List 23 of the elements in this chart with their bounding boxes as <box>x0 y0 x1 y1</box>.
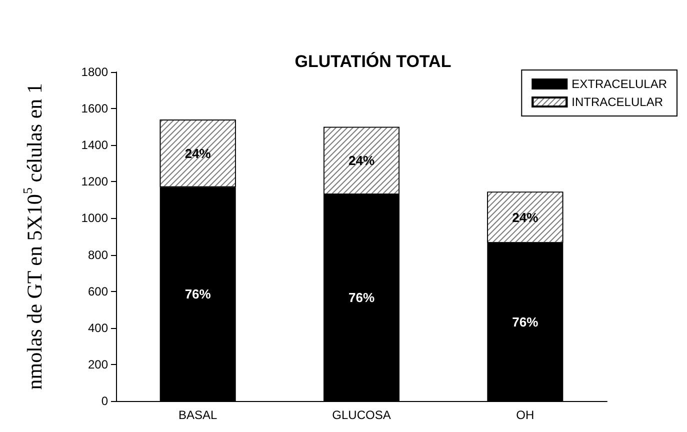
annotation: 24% <box>512 210 539 225</box>
y-tick-label: 0 <box>101 394 108 408</box>
x-tick-label: BASAL <box>178 408 218 422</box>
y-tick-label: 800 <box>88 248 108 262</box>
y-tick-label: 200 <box>88 357 108 372</box>
annotation: 76% <box>184 286 212 302</box>
y-tick-label: 1200 <box>81 174 108 189</box>
chart-title: GLUTATIÓN TOTAL <box>294 51 452 71</box>
y-axis-title: nmolas de GT en 5X105 células en 1 <box>20 83 46 390</box>
y-tick-label: 1400 <box>81 138 108 152</box>
annotation: 24% <box>348 153 375 168</box>
legend-label: EXTRACELULAR <box>572 77 668 91</box>
y-tick-label: 400 <box>88 320 108 335</box>
x-tick-label: OH <box>516 408 534 422</box>
legend-label: INTRACELULAR <box>572 95 664 109</box>
x-tick-label: GLUCOSA <box>332 408 391 422</box>
annotation: 76% <box>512 314 539 330</box>
y-tick-label: 1000 <box>81 211 108 226</box>
y-tick-label: 600 <box>88 284 108 298</box>
annotation: 76% <box>348 290 375 306</box>
y-tick-label: 1800 <box>81 65 108 79</box>
annotation: 24% <box>184 146 212 161</box>
y-tick-label: 1600 <box>81 102 108 116</box>
